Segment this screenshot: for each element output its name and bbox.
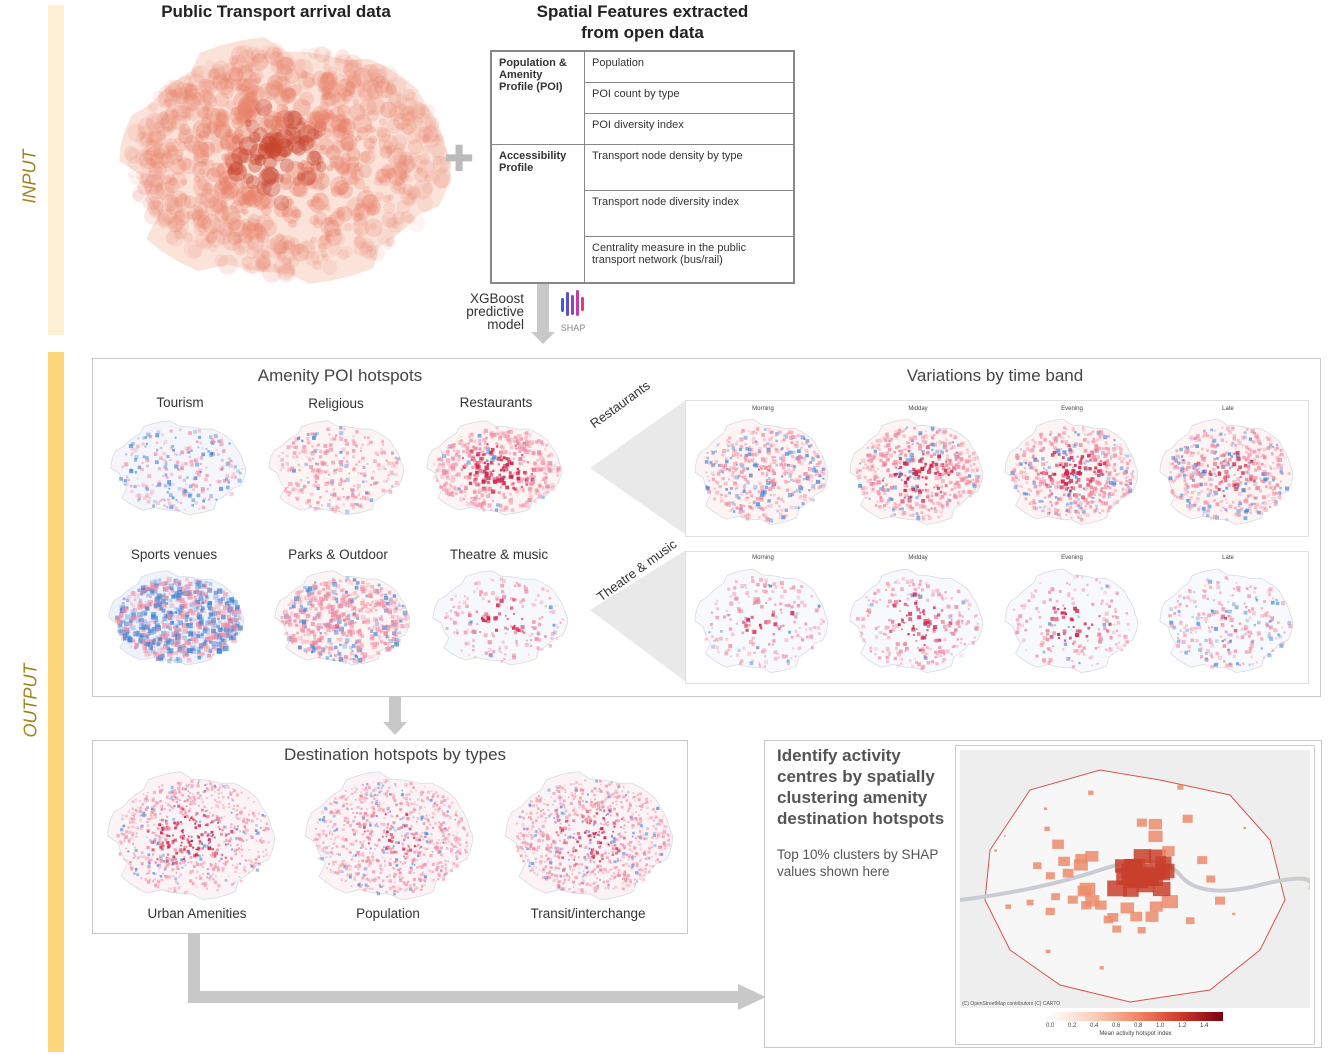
feature-node-density: Transport node density by type xyxy=(584,143,795,192)
down-arrow-destination xyxy=(383,697,407,735)
cluster-note-line2: values shown here xyxy=(777,864,890,879)
down-arrow-model xyxy=(531,284,555,344)
colorbar-label: Mean activity hotspot index xyxy=(1099,1031,1172,1037)
band-t-midday: Midday xyxy=(908,555,928,561)
input-bar xyxy=(48,5,64,335)
shap-icon xyxy=(561,290,584,316)
map-restaurants-morning xyxy=(694,418,829,525)
tick-3: 0.6 xyxy=(1112,1023,1121,1029)
time-band-title: Variations by time band xyxy=(906,366,1084,385)
amenity-title: Amenity POI hotspots xyxy=(257,366,423,385)
cluster-note: Top 10% clusters by SHAP values shown he… xyxy=(777,846,952,880)
shap-label: SHAP xyxy=(560,323,586,333)
tick-4: 0.8 xyxy=(1134,1023,1143,1029)
map-restaurants xyxy=(426,420,563,516)
feature-node-diversity: Transport node diversity index xyxy=(584,190,795,238)
amenity-label-sports: Sports venues xyxy=(130,547,218,562)
map-population xyxy=(305,771,474,901)
map-theatre-morning xyxy=(694,568,829,673)
map-transit xyxy=(505,771,674,901)
feature-group-poi: Population & Amenity Profile (POI) xyxy=(490,50,585,145)
map-theatre xyxy=(432,570,569,666)
map-tourism xyxy=(110,420,247,516)
output-bar xyxy=(48,352,64,1052)
map-attribution: (C) OpenStreetMap contributors (C) CARTO xyxy=(962,1001,1061,1007)
model-line1: XGBoost xyxy=(469,291,524,306)
model-line2: predictive xyxy=(466,304,524,319)
map-parks xyxy=(274,570,411,666)
activity-centres-map xyxy=(960,750,1310,1008)
destination-label-urban: Urban Amenities xyxy=(147,906,247,921)
map-restaurants-evening xyxy=(1004,418,1139,525)
output-label: OUTPUT xyxy=(20,663,41,738)
band-t-morning: Morning xyxy=(752,555,774,561)
transport-title: Public Transport arrival data xyxy=(161,2,391,21)
tick-1: 0.2 xyxy=(1068,1023,1077,1029)
cluster-heading: Identify activity centres by spatially c… xyxy=(777,745,952,829)
tick-2: 0.4 xyxy=(1090,1023,1099,1029)
feature-centrality: Centrality measure in the public transpo… xyxy=(584,236,795,284)
colorbar-ticks: 0.0 0.2 0.4 0.6 0.8 1.0 1.2 1.4 xyxy=(1046,1023,1226,1031)
cluster-heading-line2: centres by spatially xyxy=(777,767,935,786)
model-line3: model xyxy=(487,317,524,332)
features-table: Population & Amenity Profile (POI) Popul… xyxy=(490,50,795,284)
map-religious xyxy=(268,420,405,516)
amenity-label-parks: Parks & Outdoor xyxy=(288,547,388,562)
band-r-evening: Evening xyxy=(1061,406,1083,412)
tick-6: 1.2 xyxy=(1178,1023,1187,1029)
band-r-late: Late xyxy=(1222,406,1234,412)
plus-icon: ✚ xyxy=(444,138,475,179)
feature-population: Population xyxy=(584,50,795,83)
tick-5: 1.0 xyxy=(1156,1023,1165,1029)
model-label: XGBoost predictive model xyxy=(440,291,524,332)
cluster-heading-line3: clustering amenity xyxy=(777,788,928,807)
band-r-morning: Morning xyxy=(752,406,774,412)
map-restaurants-midday xyxy=(849,418,984,525)
cluster-heading-line1: Identify activity xyxy=(777,746,901,765)
map-sports xyxy=(108,570,245,666)
map-theatre-midday xyxy=(849,568,984,673)
cluster-note-line1: Top 10% clusters by SHAP xyxy=(777,847,939,862)
tick-7: 1.4 xyxy=(1200,1023,1209,1029)
band-t-late: Late xyxy=(1222,555,1234,561)
features-title-line2: from open data xyxy=(581,23,704,42)
time-connector xyxy=(590,400,686,682)
tick-0: 0.0 xyxy=(1046,1023,1055,1029)
destination-label-transit: Transit/interchange xyxy=(530,906,646,921)
amenity-label-religious: Religious xyxy=(308,396,364,411)
features-title-line1: Spatial Features extracted xyxy=(536,2,749,21)
transport-arrival-map xyxy=(112,30,462,292)
map-urban-amenities xyxy=(107,771,276,901)
amenity-label-theatre: Theatre & music xyxy=(449,547,549,562)
feature-poi-count: POI count by type xyxy=(584,81,795,114)
band-t-evening: Evening xyxy=(1061,555,1083,561)
map-theatre-evening xyxy=(1004,568,1139,673)
feature-poi-diversity: POI diversity index xyxy=(584,112,795,145)
map-theatre-late xyxy=(1159,568,1294,673)
colorbar xyxy=(1048,1012,1223,1021)
amenity-label-restaurants: Restaurants xyxy=(459,395,533,410)
feature-group-accessibility: Accessibility Profile xyxy=(490,143,585,284)
amenity-label-tourism: Tourism xyxy=(156,395,204,410)
arrow-to-clusters xyxy=(188,934,766,1010)
destination-label-population: Population xyxy=(356,906,420,921)
cluster-heading-line4: destination hotspots xyxy=(777,809,945,828)
map-restaurants-late xyxy=(1159,418,1294,525)
destination-title: Destination hotspots by types xyxy=(283,745,507,764)
input-label: INPUT xyxy=(19,149,40,204)
band-r-midday: Midday xyxy=(908,406,928,412)
